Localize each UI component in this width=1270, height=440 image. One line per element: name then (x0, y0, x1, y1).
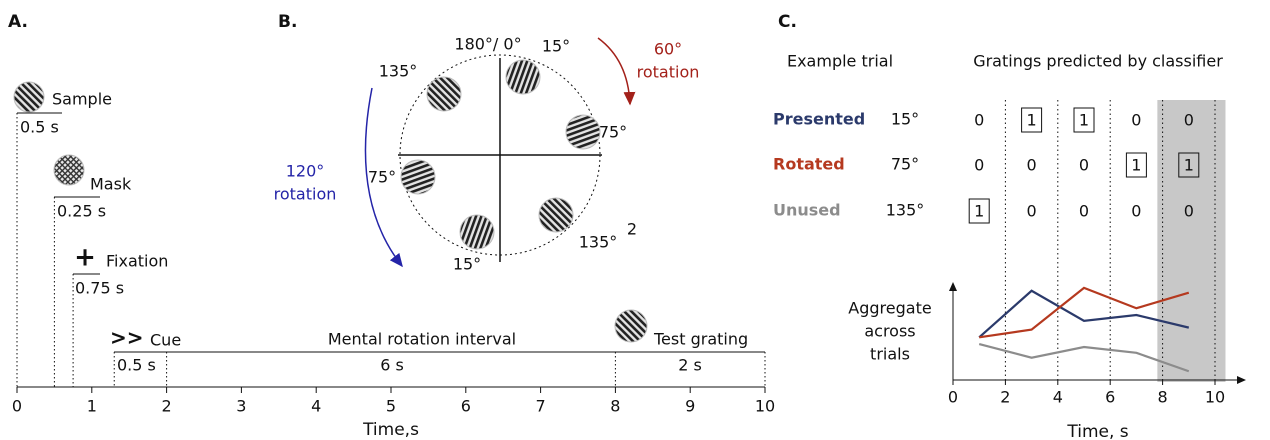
x-tick-label: 6 (461, 397, 471, 416)
x-tick-label: 4 (1053, 388, 1063, 407)
row-name: Rotated (773, 155, 845, 174)
event-duration: 0.5 s (117, 356, 156, 375)
grating (426, 76, 462, 112)
cue-symbol: >> (110, 326, 144, 350)
x-tick-label: 0 (12, 397, 22, 416)
rotation-arrow (364, 87, 403, 268)
row-angle: 135° (886, 201, 925, 220)
grating (400, 159, 436, 195)
cell-value: 1 (974, 202, 984, 221)
x-tick-label: 8 (610, 397, 620, 416)
x-tick-label: 5 (386, 397, 396, 416)
row-name: Presented (773, 110, 865, 129)
cell-box (1021, 107, 1043, 133)
panel-b: B. 180°/ 0° 15° 75° 135° 2 15° 75° 135° … (274, 12, 700, 274)
y-axis-label: across (864, 322, 915, 341)
event-label: Sample (52, 90, 112, 109)
cell-value: 0 (1027, 156, 1037, 175)
grating (459, 214, 495, 250)
fixation-symbol: + (74, 243, 96, 273)
test-grating (614, 309, 648, 343)
sample-grating (13, 81, 45, 113)
x-tick-label: 7 (536, 397, 546, 416)
angle-label: 135° (379, 62, 418, 81)
x-tick-label: 6 (1105, 388, 1115, 407)
event-duration: 0.25 s (57, 202, 106, 221)
cell-value: 0 (1079, 202, 1089, 221)
angle-label: 2 (627, 220, 637, 239)
x-tick-label: 4 (311, 397, 321, 416)
row-name: Unused (773, 201, 841, 220)
rotation-label: rotation (637, 63, 700, 82)
event-label: Mental rotation interval (328, 330, 516, 349)
event-duration: 2 s (678, 356, 702, 375)
x-axis-label: Time, s (1066, 422, 1128, 440)
rotation-arrow (597, 37, 636, 106)
event-label: Mask (90, 175, 132, 194)
rotation-label: 120° (286, 162, 325, 181)
mask (53, 154, 85, 186)
event-duration: 0.75 s (75, 279, 124, 298)
series-line (979, 286, 1190, 339)
cell-value: 0 (974, 111, 984, 130)
panel-a: A. Sample 0.5 s Mask 0.25 s + Fixation 0… (8, 12, 765, 440)
x-tick-label: 8 (1158, 388, 1168, 407)
grating (538, 197, 574, 233)
angle-label: 180°/ 0° (454, 35, 521, 54)
cell-value: 0 (1131, 111, 1141, 130)
grating (565, 114, 601, 150)
x-tick-label: 3 (236, 397, 246, 416)
panel-label: B. (278, 12, 297, 32)
rotation-label: rotation (274, 185, 337, 204)
cell-value: 1 (1027, 111, 1037, 130)
cell-box (1073, 107, 1095, 133)
x-tick-label: 2 (162, 397, 172, 416)
event-label: Test grating (653, 330, 748, 349)
x-tick-label: 9 (685, 397, 695, 416)
cell-value: 1 (1184, 156, 1194, 175)
cell-value: 0 (1184, 202, 1194, 221)
panel-c: C. Example trial Gratings predicted by c… (773, 12, 1246, 440)
angle-label: 75° (368, 168, 396, 187)
y-axis-label: trials (870, 345, 910, 364)
highlight (1157, 100, 1226, 382)
panel-label: C. (778, 12, 797, 32)
cell-box (1178, 152, 1200, 178)
angle-label: 75° (599, 123, 627, 142)
cell-value: 0 (1027, 202, 1037, 221)
cell-value: 0 (1079, 156, 1089, 175)
cell-box (1125, 152, 1147, 178)
x-tick-label: 10 (755, 397, 775, 416)
column-header: Example trial (787, 52, 893, 71)
cell-value: 0 (974, 156, 984, 175)
event-duration: 0.5 s (20, 118, 59, 137)
angle-label: 135° (579, 233, 618, 252)
grating (505, 59, 541, 95)
rotation-label: 60° (654, 40, 682, 59)
cell-value: 1 (1079, 111, 1089, 130)
cell-box (968, 198, 990, 224)
angle-label: 15° (453, 255, 481, 274)
angle-label: 15° (542, 37, 570, 56)
event-label: Fixation (106, 252, 168, 271)
x-tick-label: 0 (948, 388, 958, 407)
x-tick-label: 10 (1205, 388, 1225, 407)
x-tick-label: 2 (1000, 388, 1010, 407)
series-line (978, 289, 1190, 339)
x-tick-label: 1 (87, 397, 97, 416)
column-header: Gratings predicted by classifier (973, 52, 1223, 71)
event-duration: 6 s (380, 356, 404, 375)
series-line (978, 343, 1190, 373)
y-axis-label: Aggregate (848, 299, 931, 318)
cell-value: 1 (1131, 156, 1141, 175)
cell-value: 0 (1131, 202, 1141, 221)
event-label: Cue (150, 331, 181, 350)
cell-value: 0 (1184, 111, 1194, 130)
panel-label: A. (8, 12, 28, 32)
row-angle: 75° (891, 155, 919, 174)
row-angle: 15° (891, 110, 919, 129)
x-axis-label: Time,s (362, 420, 419, 440)
